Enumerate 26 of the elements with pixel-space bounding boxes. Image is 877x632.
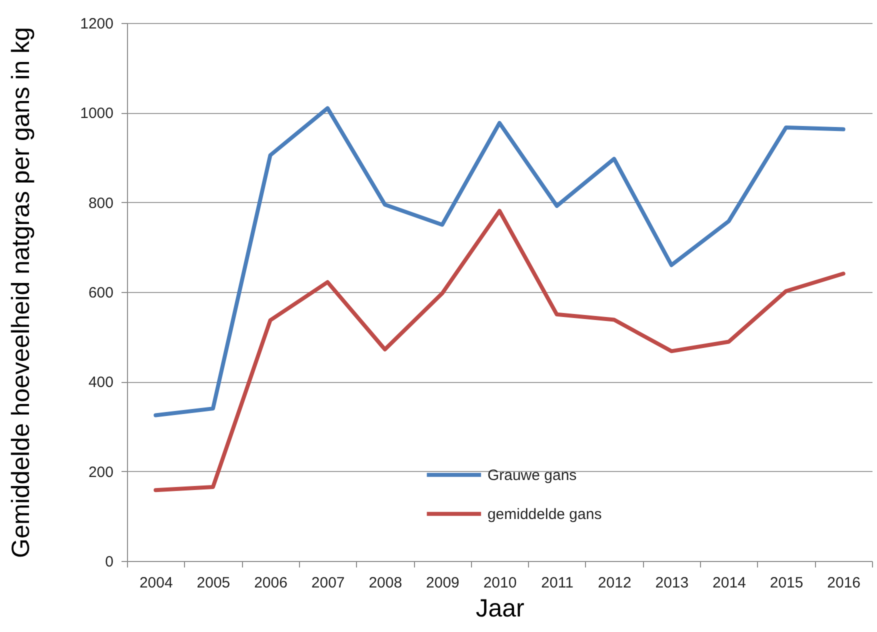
y-tick-label: 1200 <box>80 16 114 32</box>
legend-label: gemiddelde gans <box>487 506 602 523</box>
x-tick-label: 2005 <box>196 574 230 592</box>
y-tick-label: 400 <box>88 374 114 392</box>
x-tick-label: 2010 <box>483 574 517 592</box>
y-tick-label: 0 <box>105 554 114 570</box>
legend-label: Grauwe gans <box>487 466 577 484</box>
y-tick-label: 1000 <box>80 105 114 122</box>
y-tick-label: 600 <box>88 284 114 302</box>
x-tick-label: 2011 <box>541 574 574 592</box>
x-tick-label: 2015 <box>770 574 804 592</box>
y-tick-label: 200 <box>88 464 114 481</box>
line-series <box>154 208 846 492</box>
x-tick-label: 2008 <box>368 574 402 592</box>
y-axis-title: Gemiddelde hoeveelheid natgras per gans in kg <box>7 27 36 558</box>
x-axis-title: Jaar <box>476 594 524 622</box>
y-tick-label: 800 <box>88 194 114 212</box>
x-tick-label: 2004 <box>139 574 173 592</box>
x-tick-label: 2009 <box>426 574 460 592</box>
x-tick-label: 2006 <box>254 574 288 592</box>
x-tick-label: 2012 <box>598 574 632 592</box>
x-tick-label: 2013 <box>655 574 689 592</box>
x-tick-label: 2014 <box>712 574 746 592</box>
x-tick-label: 2016 <box>827 574 861 592</box>
line-series <box>154 106 846 418</box>
x-tick-label: 2007 <box>311 574 345 592</box>
